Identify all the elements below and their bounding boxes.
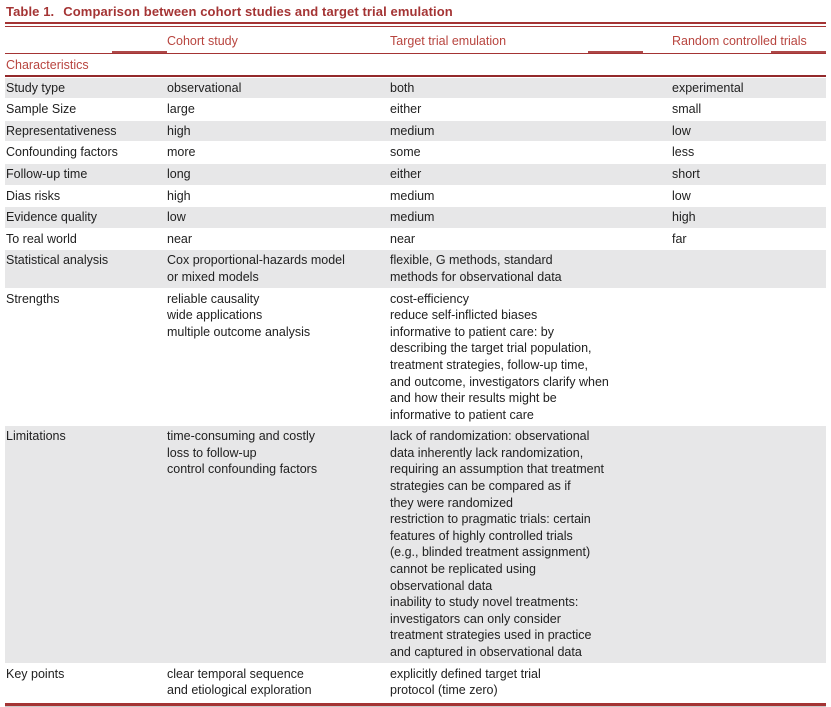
table-body: Study type observational both experiment… — [5, 77, 828, 701]
cohort-study-cell: low — [167, 210, 186, 225]
row-label: Follow-up time — [6, 166, 88, 181]
random-controlled-trials-cell: far — [672, 231, 687, 246]
random-controlled-trials-cell: short — [672, 166, 700, 181]
rule-gap — [5, 24, 826, 26]
random-controlled-trials-cell: experimental — [672, 80, 744, 95]
row-label: Study type — [6, 80, 66, 95]
table-row: Limitations time-consuming and costly lo… — [5, 426, 826, 663]
target-trial-emulation-cell: medium — [390, 123, 435, 138]
table-row: Strengths reliable causality wide applic… — [5, 289, 826, 426]
table-row: Confounding factors more some less — [5, 142, 826, 163]
table-row: Key points clear temporal sequence and e… — [5, 664, 826, 701]
random-controlled-trials-cell: less — [672, 145, 695, 160]
random-controlled-trials-cell: low — [672, 188, 691, 203]
cohort-study-cell: long — [167, 166, 191, 181]
target-trial-emulation-cell: either — [390, 166, 422, 181]
row-label: Confounding factors — [6, 145, 118, 160]
table-title: Table 1. Comparison between cohort studie… — [5, 3, 828, 22]
table-row: Dias risks high medium low — [5, 186, 826, 207]
target-trial-emulation-cell: either — [390, 102, 422, 117]
title-double-rule — [5, 22, 826, 27]
random-controlled-trials-cell: low — [672, 123, 691, 138]
column-header-empty — [5, 27, 167, 53]
cohort-study-cell: more — [167, 145, 196, 160]
target-trial-emulation-cell: cost-efficiency reduce self-inflicted bi… — [390, 291, 609, 422]
random-controlled-trials-cell — [672, 289, 826, 426]
row-label: Key points — [6, 666, 65, 681]
row-label: Statistical analysis — [6, 253, 109, 268]
cohort-study-cell: Cox proportional-hazards model or mixed … — [167, 253, 345, 284]
random-controlled-trials-cell: high — [672, 210, 696, 225]
table-row: Statistical analysis Cox proportional-ha… — [5, 250, 826, 288]
section-header-characteristics: Characteristics — [5, 54, 826, 77]
cohort-study-cell: time-consuming and costly loss to follow… — [167, 429, 318, 477]
table-row: Follow-up time long either short — [5, 163, 826, 185]
target-trial-emulation-cell: medium — [390, 210, 435, 225]
row-label: To real world — [6, 231, 77, 246]
target-trial-emulation-cell: some — [390, 145, 421, 160]
column-header-target-trial: Target trial emulation — [390, 34, 507, 48]
rule-thin — [5, 26, 826, 27]
cohort-study-cell: large — [167, 102, 195, 117]
header-rule-segment — [588, 50, 643, 54]
row-label: Evidence quality — [6, 210, 98, 225]
cohort-study-cell: observational — [167, 80, 242, 95]
cohort-study-cell: reliable causality wide applications mul… — [167, 291, 311, 339]
cohort-study-cell: high — [167, 123, 191, 138]
table-row: Study type observational both experiment… — [5, 77, 826, 99]
row-label: Dias risks — [6, 188, 61, 203]
table-row: Sample Size large either small — [5, 99, 826, 120]
cohort-study-cell: near — [167, 231, 193, 246]
table-number: Table 1. — [6, 4, 55, 19]
column-header-rct: Random controlled trials — [672, 34, 807, 48]
random-controlled-trials-cell — [672, 250, 826, 287]
table-row: To real world near near far — [5, 229, 826, 250]
target-trial-emulation-cell: near — [390, 231, 416, 246]
rule-thick — [5, 22, 826, 24]
target-trial-emulation-cell: flexible, G methods, standard methods fo… — [390, 253, 562, 284]
target-trial-emulation-cell: explicitly defined target trial protocol… — [390, 666, 541, 698]
column-header-row: Cohort study Target trial emulation Rand… — [5, 27, 826, 53]
row-label: Limitations — [6, 429, 66, 444]
target-trial-emulation-cell: both — [390, 80, 415, 95]
cohort-study-cell: clear temporal sequence and etiological … — [167, 666, 312, 698]
table-caption: Comparison between cohort studies and ta… — [63, 4, 453, 19]
row-label: Representativeness — [6, 123, 117, 138]
column-header-cohort: Cohort study — [167, 34, 238, 48]
header-bottom-rule — [5, 50, 826, 54]
table-row: Evidence quality low medium high — [5, 207, 826, 228]
random-controlled-trials-cell: small — [672, 102, 702, 117]
table-row: Representativeness high medium low — [5, 120, 826, 142]
random-controlled-trials-cell — [672, 664, 826, 701]
target-trial-emulation-cell: lack of randomization: observational dat… — [390, 429, 605, 659]
random-controlled-trials-cell — [672, 426, 826, 662]
target-trial-emulation-cell: medium — [390, 188, 435, 203]
row-label: Sample Size — [6, 102, 77, 117]
header-rule-segment — [112, 50, 167, 54]
header-rule-segment — [771, 50, 826, 54]
row-label: Strengths — [6, 291, 60, 306]
cohort-study-cell: high — [167, 188, 191, 203]
